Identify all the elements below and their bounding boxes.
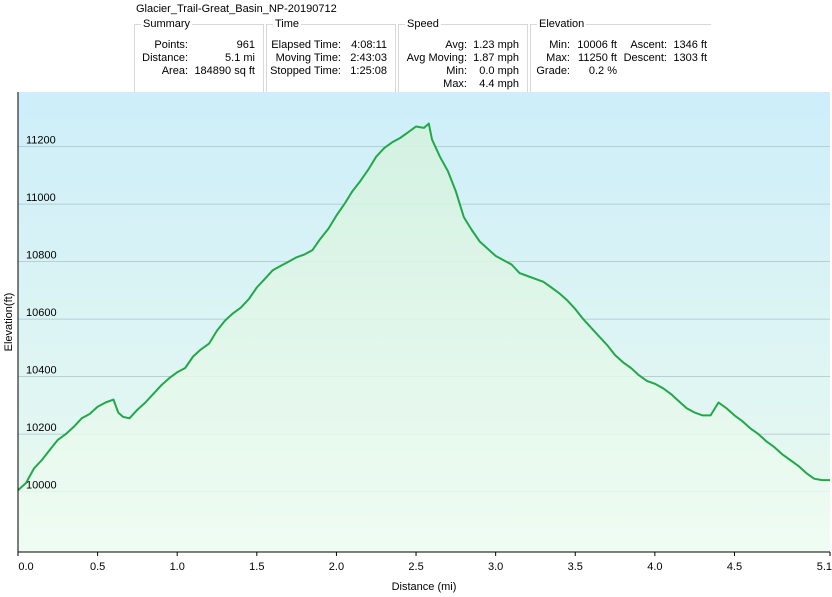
stat-label: Min:: [446, 65, 467, 77]
y-tick-label: 10600: [26, 307, 57, 319]
y-tick-label: 10200: [26, 422, 57, 434]
stat-value: 184890 sq ft: [194, 65, 255, 77]
x-tick-label: 3.0: [488, 561, 503, 573]
stat-row-distance: Distance: 5.1 mi: [135, 52, 263, 65]
stat-row-min-speed: Min: 0.0 mph: [399, 65, 527, 78]
stat-row-max-speed: Max: 4.4 mph: [399, 78, 527, 91]
stat-value: 1303 ft: [673, 52, 707, 64]
elevation-line: [17, 122, 830, 491]
summary-panel: Summary Points: 961 Distance: 5.1 mi Are…: [134, 18, 264, 97]
x-tick-label: 1.5: [249, 561, 264, 573]
y-tick-label: 10000: [26, 480, 57, 492]
x-tick-label: 3.5: [568, 561, 583, 573]
stat-value: 4:08:11: [351, 39, 387, 51]
x-axis-title: Distance (mi): [392, 581, 457, 593]
stat-value: 11250 ft: [578, 52, 617, 64]
summary-panel-title: Summary: [141, 18, 193, 31]
stat-row-avg-moving-speed: Avg Moving: 1.87 mph: [399, 52, 527, 65]
stat-row-area: Area: 184890 sq ft: [135, 65, 263, 78]
elevation-panel-title: Elevation: [537, 18, 587, 31]
speed-panel: Speed Avg: 1.23 mph Avg Moving: 1.87 mph…: [398, 18, 528, 97]
stat-value: 4.4 mph: [479, 78, 519, 90]
stat-label: Min:: [549, 39, 570, 51]
stat-value: 10006 ft: [577, 39, 617, 51]
time-panel-title: Time: [273, 18, 302, 31]
stat-value: 0.2 %: [588, 65, 617, 77]
stat-row-avg-speed: Avg: 1.23 mph: [399, 39, 527, 52]
stat-row-points: Points: 961: [135, 39, 263, 52]
stat-label: Distance:: [142, 52, 188, 64]
time-panel: Time Elapsed Time: 4:08:11 Moving Time: …: [266, 18, 396, 97]
stat-label: Avg Moving:: [406, 52, 467, 64]
y-axis-title: Elevation(ft): [3, 293, 15, 352]
stat-label: Avg:: [445, 39, 467, 51]
stat-value: 0.0 mph: [479, 65, 519, 77]
track-title: Glacier_Trail-Great_Basin_NP-20190712: [136, 3, 337, 15]
elevation-profile-chart[interactable]: 10000 10200 10400 10600 10800 11000 11200 0.0 0.…: [0, 90, 832, 594]
stat-value: 5.1 mi: [225, 52, 255, 64]
stat-label: Max:: [546, 52, 570, 64]
x-tick-label: 2.0: [329, 561, 344, 573]
stat-value: 1.87 mph: [473, 52, 519, 64]
elevation-area-fill: [18, 123, 830, 552]
stat-label: Elapsed Time:: [271, 39, 341, 51]
stat-value: 961: [236, 39, 255, 51]
x-tick-label: 2.5: [408, 561, 423, 573]
stat-label: Area:: [161, 65, 188, 77]
stat-label: Stopped Time:: [270, 65, 341, 77]
stat-row-moving-time: Moving Time: 2:43:03: [267, 52, 395, 65]
speed-panel-title: Speed: [405, 18, 441, 31]
y-tick-label: 10800: [26, 250, 57, 262]
stat-value: 2:43:03: [350, 52, 387, 64]
stat-row-max-elevation: Max: 11250 ft Descent: 1303 ft: [531, 52, 711, 65]
stat-label: Ascent:: [630, 39, 667, 51]
stat-row-elapsed-time: Elapsed Time: 4:08:11: [267, 39, 395, 52]
stat-label: Moving Time:: [275, 52, 341, 64]
stat-value: 1.23 mph: [473, 39, 519, 51]
x-tick-label: 5.1: [817, 561, 832, 573]
x-tick-label: 0.5: [90, 561, 105, 573]
y-tick-label: 11000: [26, 192, 56, 204]
statistics-bar: Summary Points: 961 Distance: 5.1 mi Are…: [134, 18, 712, 97]
stat-value: 1346 ft: [673, 39, 707, 51]
elevation-panel: Elevation Min: 10006 ft Ascent: 1346 ft …: [530, 18, 711, 97]
x-tick-label: 1.0: [170, 561, 185, 573]
stat-label: Grade:: [536, 65, 570, 77]
stat-label: Points:: [154, 39, 188, 51]
x-tick-label: 4.5: [727, 561, 742, 573]
stat-row-grade: Grade: 0.2 %: [531, 65, 711, 78]
chart-svg[interactable]: 10000 10200 10400 10600 10800 11000 11200 0.0 0.…: [0, 90, 832, 594]
stat-label: Max:: [443, 78, 467, 90]
stat-row-stopped-time: Stopped Time: 1:25:08: [267, 65, 395, 78]
stat-value: 1:25:08: [350, 65, 387, 77]
y-tick-label: 10400: [26, 365, 57, 377]
stat-label: Descent:: [623, 52, 667, 64]
stat-row-min-elevation: Min: 10006 ft Ascent: 1346 ft: [531, 39, 711, 52]
x-tick-label: 4.0: [647, 561, 662, 573]
x-tick-label: 0.0: [18, 561, 33, 573]
y-tick-label: 11200: [26, 135, 56, 147]
